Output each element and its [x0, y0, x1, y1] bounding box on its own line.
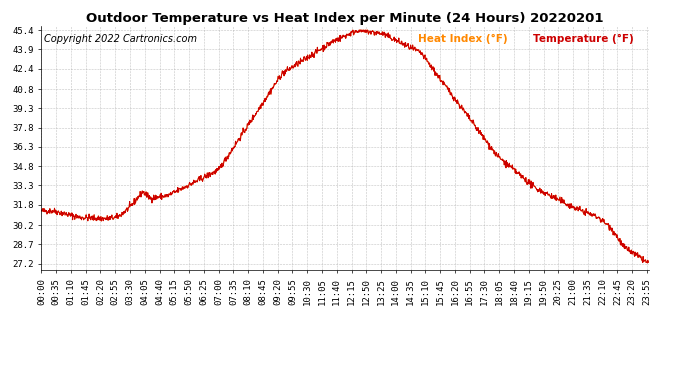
- Text: Heat Index (°F): Heat Index (°F): [418, 34, 507, 44]
- Text: Copyright 2022 Cartronics.com: Copyright 2022 Cartronics.com: [44, 34, 197, 44]
- Text: Temperature (°F): Temperature (°F): [533, 34, 634, 44]
- Title: Outdoor Temperature vs Heat Index per Minute (24 Hours) 20220201: Outdoor Temperature vs Heat Index per Mi…: [86, 12, 604, 25]
